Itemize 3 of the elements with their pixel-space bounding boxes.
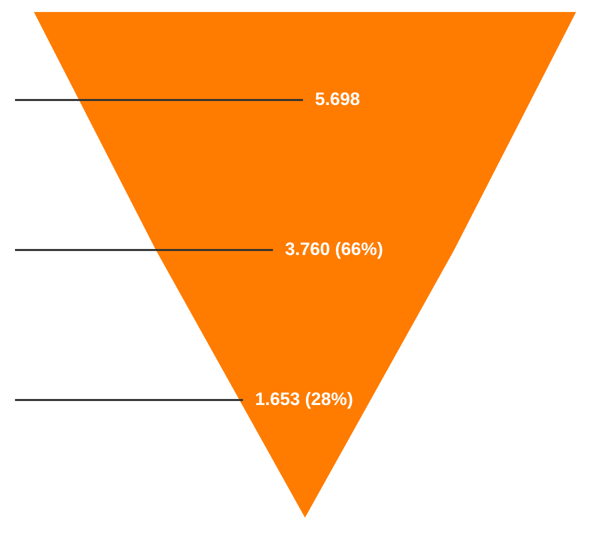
- data-label: 5.698: [315, 89, 360, 109]
- data-label: 1.653 (28%): [255, 389, 354, 409]
- data-label: 3.760 (66%): [285, 239, 384, 259]
